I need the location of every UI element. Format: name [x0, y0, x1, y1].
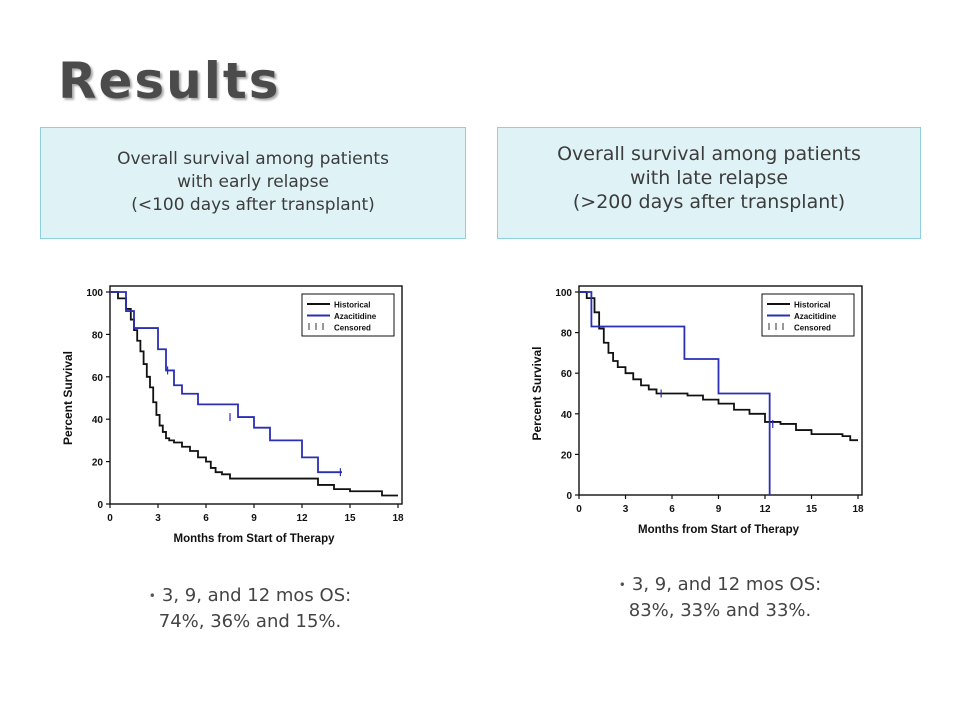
early-relapse-chart: 0 20 40 60 80 100 0 3 6 9 12 15 18 Months from Start …: [56, 256, 408, 562]
late-relapse-chart-svg: 0 20 40 60 80 100 0 3 6 9 12 15 18 Months from Start …: [530, 285, 864, 536]
y-tick-label: 20: [92, 458, 104, 469]
legend-label: Azacitidine: [794, 312, 837, 321]
legend-label: Azacitidine: [334, 312, 377, 321]
note-line: 3, 9, and 12 mos OS:: [161, 585, 352, 606]
x-tick-label: 12: [296, 513, 308, 524]
header-line: with late relapse: [629, 167, 789, 189]
series-azacitidine-line: [110, 291, 342, 474]
x-tick-label: 3: [623, 504, 629, 515]
header-line: with early relapse: [177, 172, 329, 192]
y-axis-label: Percent Survival: [530, 346, 544, 440]
header-line: Overall survival among patients: [557, 143, 861, 165]
x-tick-label: 15: [344, 513, 356, 524]
early-relapse-chart-svg: 0 20 40 60 80 100 0 3 6 9 12 15 18 Months from Start …: [61, 285, 404, 545]
late-relapse-header: Overall survival among patients with lat…: [497, 127, 921, 239]
header-line: (<100 days after transplant): [131, 195, 375, 215]
y-tick-label: 0: [566, 491, 572, 502]
y-tick-label: 100: [555, 288, 572, 299]
y-tick-label: 40: [92, 415, 104, 426]
series-historical-line: [110, 291, 398, 497]
plot-frame: [109, 285, 403, 505]
y-tick-label: 60: [561, 369, 573, 380]
x-axis-label: Months from Start of Therapy: [173, 533, 335, 545]
x-tick-label: 6: [669, 504, 675, 515]
note-line: 74%, 36% and 15%.: [158, 610, 342, 632]
bullet-icon: •: [148, 588, 156, 603]
legend-label: Historical: [334, 301, 370, 310]
note-line: 83%, 33% and 33%.: [628, 599, 812, 621]
x-tick-label: 0: [576, 504, 582, 515]
x-tick-label: 9: [251, 513, 257, 524]
early-relapse-header: Overall survival among patients with ear…: [40, 127, 466, 239]
legend-label: Censored: [794, 324, 831, 333]
x-tick-label: 0: [107, 513, 113, 524]
y-tick-label: 40: [561, 410, 573, 421]
y-tick-label: 80: [92, 330, 104, 341]
x-tick-label: 9: [716, 504, 722, 515]
y-tick-label: 0: [97, 500, 103, 511]
x-tick-label: 12: [759, 504, 771, 515]
late-relapse-os-note: • 3, 9, and 12 mos OS: 83%, 33% and 33%.: [560, 572, 880, 623]
bullet-icon: •: [618, 577, 626, 592]
x-tick-label: 15: [806, 504, 818, 515]
note-line: 3, 9, and 12 mos OS:: [631, 574, 822, 595]
x-tick-label: 3: [155, 513, 161, 524]
x-tick-label: 6: [203, 513, 209, 524]
header-line: (>200 days after transplant): [572, 191, 846, 213]
y-tick-label: 80: [561, 329, 573, 340]
early-relapse-os-note: • 3, 9, and 12 mos OS: 74%, 36% and 15%.: [90, 583, 410, 634]
x-tick-label: 18: [852, 504, 864, 515]
x-tick-label: 18: [392, 513, 404, 524]
plot-frame: [578, 285, 863, 496]
header-line: Overall survival among patients: [117, 149, 389, 169]
slide-title: Results: [58, 52, 281, 110]
late-relapse-chart: 0 20 40 60 80 100 0 3 6 9 12 15 18 Months from Start …: [527, 257, 873, 550]
x-axis-label: Months from Start of Therapy: [638, 524, 800, 536]
series-historical-line: [579, 291, 858, 442]
legend-label: Historical: [794, 301, 830, 310]
y-tick-label: 100: [86, 288, 103, 299]
y-tick-label: 20: [561, 450, 573, 461]
y-axis-label: Percent Survival: [61, 351, 75, 445]
y-tick-label: 60: [92, 373, 104, 384]
series-azacitidine-line: [579, 291, 771, 495]
legend-label: Censored: [334, 324, 371, 333]
